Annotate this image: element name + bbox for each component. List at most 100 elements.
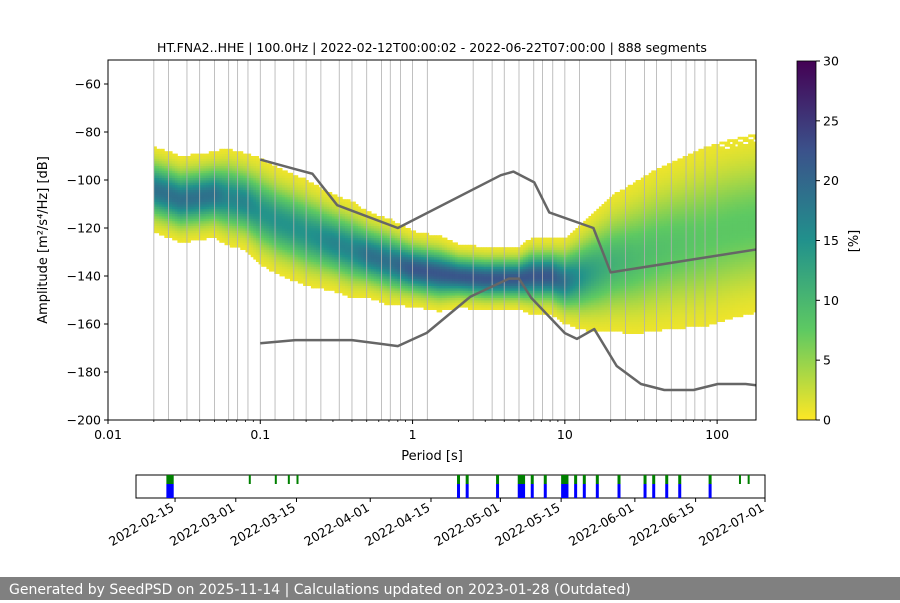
- psd-density-cell: [413, 302, 417, 306]
- psd-density-cell: [494, 271, 498, 274]
- psd-density-cell: [386, 225, 390, 229]
- psd-density-cell: [261, 247, 265, 250]
- psd-density-cell: [355, 232, 359, 236]
- psd-density-cell: [308, 249, 312, 253]
- psd-density-cell: [269, 230, 273, 234]
- psd-density-cell: [180, 196, 184, 200]
- psd-density-cell: [161, 216, 165, 219]
- psd-density-cell: [407, 290, 411, 294]
- psd-density-cell: [266, 259, 270, 262]
- psd-density-cell: [195, 177, 199, 181]
- psd-density-cell: [248, 242, 252, 246]
- psd-density-cell: [190, 170, 194, 174]
- psd-density-cell: [431, 292, 435, 296]
- psd-density-cell: [295, 182, 299, 186]
- psd-density-cell: [232, 244, 236, 248]
- psd-density-cell: [379, 259, 383, 262]
- psd-density-cell: [392, 230, 396, 234]
- psd-density-cell: [211, 235, 215, 238]
- psd-density-cell: [279, 235, 283, 238]
- psd-density-cell: [206, 184, 210, 188]
- psd-density-cell: [193, 158, 197, 162]
- psd-density-cell: [282, 206, 286, 210]
- psd-density-cell: [164, 192, 168, 195]
- psd-density-cell: [211, 192, 215, 195]
- psd-density-cell: [413, 232, 417, 236]
- psd-density-cell: [159, 194, 163, 198]
- psd-density-cell: [381, 276, 385, 279]
- psd-density-cell: [355, 218, 359, 222]
- psd-density-cell: [193, 204, 197, 207]
- psd-density-cell: [347, 259, 351, 262]
- psd-density-cell: [229, 148, 233, 152]
- psd-density-cell: [342, 247, 346, 250]
- psd-density-cell: [182, 187, 186, 190]
- psd-density-cell: [182, 228, 186, 231]
- psd-density-cell: [266, 168, 270, 171]
- psd-density-cell: [475, 280, 479, 284]
- psd-density-cell: [310, 228, 314, 231]
- psd-density-cell: [365, 271, 369, 274]
- psd-density-cell: [515, 264, 519, 267]
- psd-density-cell: [172, 223, 176, 226]
- psd-density-cell: [439, 240, 443, 243]
- psd-density-cell: [269, 216, 273, 219]
- psd-density-cell: [324, 244, 328, 248]
- psd-density-cell: [373, 285, 377, 289]
- psd-density-cell: [295, 261, 299, 265]
- psd-density-cell: [405, 280, 409, 284]
- psd-density-cell: [266, 249, 270, 253]
- psd-density-cell: [452, 307, 456, 310]
- psd-density-cell: [405, 261, 409, 265]
- psd-density-cell: [326, 211, 330, 214]
- psd-density-cell: [295, 256, 299, 260]
- psd-density-cell: [428, 290, 432, 294]
- psd-density-cell: [475, 288, 479, 291]
- psd-density-cell: [402, 268, 406, 272]
- psd-density-cell: [169, 192, 173, 195]
- psd-density-cell: [156, 196, 160, 200]
- psd-density-cell: [237, 237, 241, 241]
- psd-density-cell: [240, 180, 244, 183]
- psd-density-cell: [208, 160, 212, 164]
- psd-density-cell: [468, 254, 472, 258]
- psd-density-cell: [261, 225, 265, 229]
- psd-density-cell: [423, 288, 427, 291]
- psd-density-cell: [269, 206, 273, 210]
- psd-density-cell: [488, 278, 492, 282]
- psd-density-cell: [496, 264, 500, 267]
- psd-density-cell: [313, 201, 317, 205]
- psd-density-cell: [221, 184, 225, 188]
- psd-density-cell: [488, 295, 492, 298]
- psd-density-cell: [261, 249, 265, 253]
- psd-density-cell: [486, 254, 490, 258]
- psd-density-cell: [287, 199, 291, 202]
- psd-density-cell: [159, 192, 163, 195]
- psd-density-cell: [232, 180, 236, 183]
- psd-density-cell: [481, 307, 485, 310]
- psd-density-cell: [413, 259, 417, 262]
- psd-density-cell: [373, 280, 377, 284]
- psd-density-cell: [486, 292, 490, 296]
- psd-density-cell: [313, 237, 317, 241]
- psd-density-cell: [282, 175, 286, 178]
- psd-density-cell: [237, 216, 241, 219]
- psd-density-cell: [245, 235, 249, 238]
- psd-density-cell: [266, 254, 270, 258]
- psd-density-cell: [221, 158, 225, 162]
- psd-density-cell: [255, 240, 259, 243]
- psd-density-cell: [447, 273, 451, 277]
- psd-density-cell: [193, 194, 197, 198]
- psd-density-cell: [240, 208, 244, 212]
- psd-density-cell: [232, 196, 236, 200]
- psd-density-cell: [376, 235, 380, 238]
- psd-density-cell: [180, 163, 184, 166]
- psd-density-cell: [269, 220, 273, 224]
- psd-density-cell: [274, 211, 278, 214]
- psd-density-cell: [297, 237, 301, 241]
- psd-density-cell: [248, 165, 252, 169]
- psd-density-cell: [156, 199, 160, 202]
- psd-density-cell: [216, 213, 220, 217]
- psd-density-cell: [221, 194, 225, 198]
- psd-density-cell: [169, 225, 173, 229]
